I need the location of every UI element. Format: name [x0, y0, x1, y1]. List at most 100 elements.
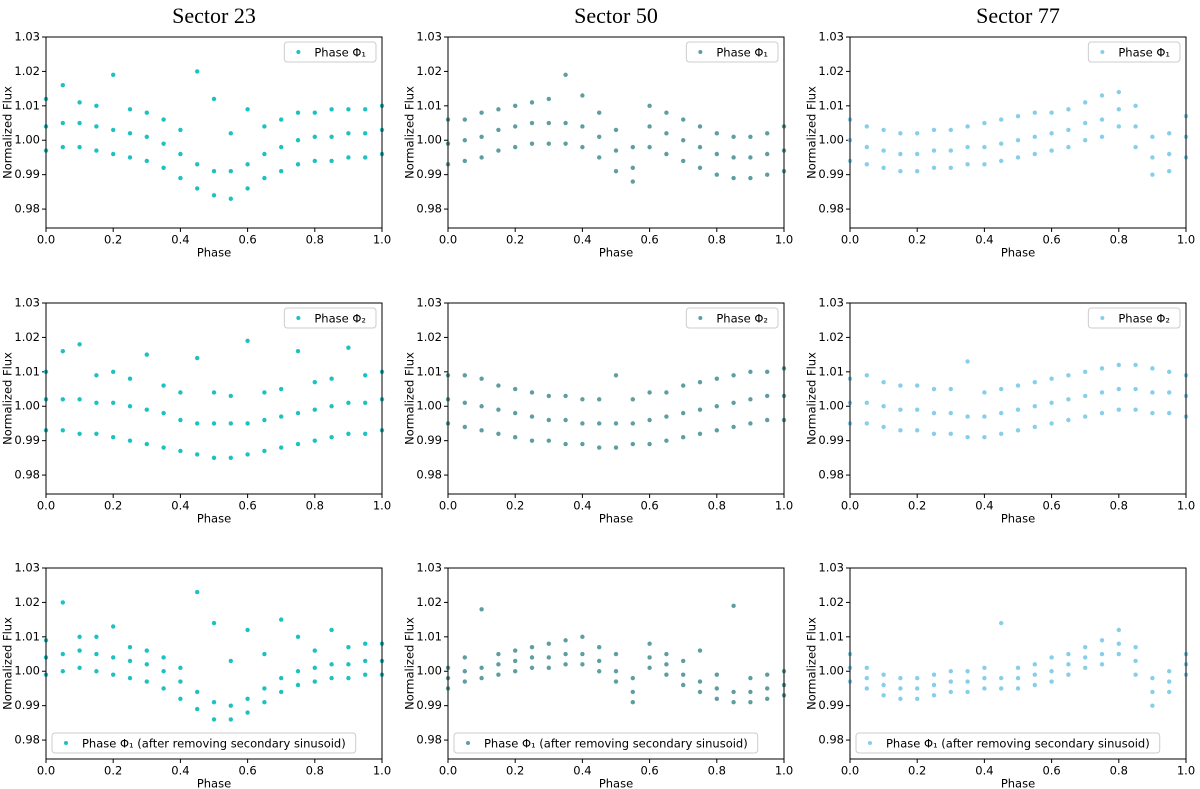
data-point: [881, 165, 886, 170]
data-point: [295, 162, 301, 167]
data-point: [245, 186, 250, 191]
data-point: [144, 441, 149, 447]
x-axis-label: Phase: [197, 246, 231, 260]
data-point: [1167, 410, 1172, 416]
data-point: [363, 373, 368, 378]
subplot: 0.0 0.2 0.4 0.6 0.8 1.0 0.98 0.99 1.00 1.01 1.02 1.…: [805, 296, 1196, 526]
data-point: [580, 144, 585, 150]
x-tick-label: 0.8: [1110, 233, 1128, 247]
data-point: [613, 148, 619, 153]
data-point: [597, 445, 602, 450]
data-point: [228, 421, 233, 426]
data-point: [178, 175, 183, 181]
legend-marker: [698, 316, 703, 320]
x-axis-label: Phase: [599, 512, 633, 526]
x-tick-label: 0.0: [439, 499, 457, 513]
data-point: [714, 376, 719, 381]
data-point: [161, 686, 166, 691]
data-point: [94, 400, 99, 406]
data-point: [697, 679, 703, 684]
data-point: [765, 151, 770, 157]
legend-box: [1087, 307, 1181, 329]
data-point: [915, 383, 920, 388]
data-point: [228, 703, 233, 708]
data-point: [178, 448, 183, 454]
data-point: [1049, 655, 1054, 660]
data-point: [597, 658, 602, 664]
data-point: [681, 158, 686, 164]
data-point: [664, 390, 669, 395]
data-point: [1150, 134, 1155, 140]
data-point: [546, 665, 551, 671]
data-point: [664, 131, 669, 136]
data-point: [111, 127, 116, 133]
data-point: [245, 452, 250, 457]
data-point: [329, 435, 334, 440]
x-tick-label: 0.6: [238, 233, 256, 247]
data-point: [1099, 117, 1105, 122]
data-point: [1099, 651, 1105, 657]
x-tick-label: 0.0: [841, 499, 859, 513]
data-point: [94, 431, 99, 436]
legend-label: Phase Φ₁ (after removing secondary sinus…: [886, 737, 1150, 751]
data-point: [681, 383, 686, 388]
y-tick-label: 0.99: [818, 167, 844, 181]
x-tick-label: 0.8: [306, 764, 324, 778]
data-point: [731, 400, 736, 406]
data-point: [1167, 169, 1172, 174]
data-point: [111, 151, 116, 157]
y-tick-label: 1.03: [416, 30, 442, 44]
data-point: [915, 428, 920, 433]
data-point: [898, 686, 903, 691]
data-point: [529, 390, 535, 395]
data-point: [881, 127, 886, 133]
data-point: [178, 151, 183, 157]
data-point: [1032, 404, 1038, 409]
data-point: [496, 107, 501, 112]
data-point: [915, 675, 920, 681]
x-tick-label: 1.0: [1177, 233, 1195, 247]
data-point: [965, 162, 970, 167]
plot-frame: [447, 36, 785, 229]
data-point: [1150, 689, 1155, 695]
data-point: [931, 148, 937, 153]
data-point: [312, 648, 317, 653]
data-point: [563, 393, 568, 399]
data-point: [1049, 669, 1054, 674]
data-point: [982, 390, 987, 395]
data-point: [161, 117, 166, 122]
legend-label: Phase Φ₁: [716, 46, 768, 60]
data-point: [748, 134, 753, 140]
data-point: [748, 675, 753, 681]
data-point: [1116, 124, 1122, 129]
data-point: [161, 669, 166, 674]
subplot: 0.0 0.2 0.4 0.6 0.8 1.0 0.98 0.99 1.00 1.01 1.02 1.…: [805, 561, 1196, 789]
data-point: [915, 169, 920, 174]
legend-box: [453, 732, 759, 754]
data-point: [94, 124, 99, 129]
y-tick-label: 1.03: [14, 561, 40, 575]
data-point: [1083, 120, 1088, 126]
data-point: [1083, 393, 1088, 399]
data-point: [496, 672, 501, 677]
data-point: [479, 134, 484, 140]
legend: Phase Φ₁: [1087, 41, 1181, 63]
data-point: [529, 438, 535, 443]
data-point: [479, 155, 484, 160]
data-point: [697, 144, 703, 150]
data-point: [77, 665, 82, 671]
data-point: [529, 414, 535, 419]
x-tick-label: 1.0: [1177, 764, 1195, 778]
data-point: [1099, 662, 1105, 667]
data-point: [748, 421, 753, 426]
data-point: [965, 435, 970, 440]
data-point: [312, 665, 317, 671]
data-point: [731, 373, 736, 378]
data-point: [1049, 148, 1054, 153]
data-point: [479, 675, 484, 681]
data-point: [279, 169, 284, 174]
data-point: [898, 151, 903, 157]
data-point: [982, 162, 987, 167]
data-point: [144, 407, 149, 412]
data-point: [931, 127, 937, 133]
